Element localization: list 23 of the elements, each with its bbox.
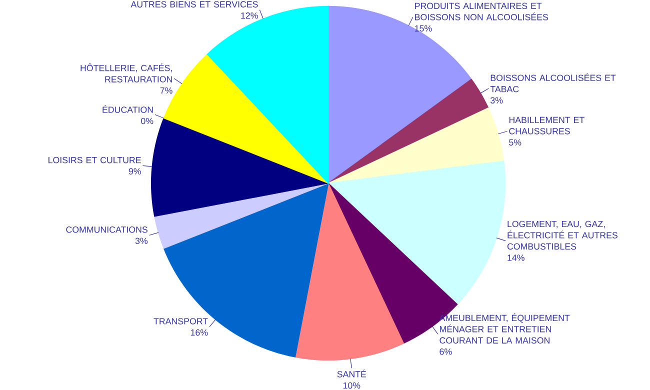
slice-label: PRODUITS ALIMENTAIRES ET BOISSONS NON ALCOOLISÉES xyxy=(415,2,548,20)
category-label: ÉDUCATION xyxy=(102,105,153,113)
slice-label: COMMUNICATIONS xyxy=(66,226,148,233)
data-label: 5% xyxy=(509,139,522,146)
slice-label: SANTÉ xyxy=(337,370,366,378)
data-label: 12% xyxy=(241,12,258,19)
text: 0% xyxy=(141,118,154,124)
data-label: 3% xyxy=(135,238,148,244)
slice-label: BOISSONS ALCOOLISÉES ET TABAC xyxy=(490,73,616,92)
slice-label: TRANSPORT xyxy=(154,318,208,324)
slice-label: LOISIRS ET CULTURE xyxy=(48,157,141,164)
data-label: 15% xyxy=(415,25,432,32)
slice-label: HABILLEMENT ET CHAUSSURES xyxy=(509,116,584,134)
slice-label: HÔTELLERIE, CAFÉS, RESTAURATION xyxy=(80,63,172,82)
slice-label: LOGEMENT, EAU, GAZ, ÉLECTRICITÉ ET AUTRES COMBUSTIBLES xyxy=(507,220,618,250)
data-label: 10% xyxy=(343,382,360,389)
data-label: 14% xyxy=(508,254,524,261)
data-label: 16% xyxy=(190,329,208,336)
data-label: 7% xyxy=(160,87,172,94)
data-label: 6% xyxy=(440,348,452,355)
slice-label: AUTRES BIENS ET SERVICES xyxy=(130,1,258,8)
data-label: 9% xyxy=(128,168,141,175)
data-label: 3% xyxy=(490,97,503,104)
